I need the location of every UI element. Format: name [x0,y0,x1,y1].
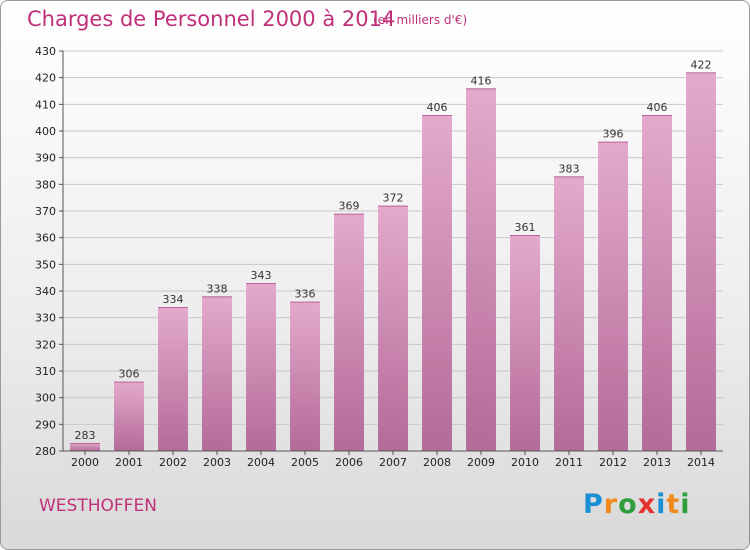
x-tick-label: 2010 [511,456,539,469]
y-tick-label: 370 [35,205,56,218]
y-tick-label: 350 [35,258,56,271]
data-label: 343 [251,269,272,282]
logo-letter: o [618,489,638,520]
bar [554,176,584,452]
y-tick-label: 380 [35,178,56,191]
y-tick-label: 290 [35,418,56,431]
y-tick-label: 420 [35,72,56,85]
data-label: 383 [559,162,580,175]
bar [642,115,672,451]
y-tick-label: 400 [35,125,56,138]
data-label: 361 [515,221,536,234]
data-label: 396 [603,128,624,141]
axes [59,50,723,455]
data-label: 406 [427,101,448,114]
bar [422,115,452,451]
logo-letter: i [656,489,667,520]
x-tick-label: 2008 [423,456,451,469]
y-tick-label: 430 [35,45,56,58]
data-label: 406 [647,101,668,114]
labels: 280 290 300 310 320 330 340 350 360 370 380 390 400 4… [35,45,715,469]
bar [378,205,408,451]
logo-letter: P [583,489,604,520]
data-label: 416 [471,74,492,87]
y-tick-label: 410 [35,98,56,111]
bars [70,72,716,452]
x-tick-label: 2009 [467,456,495,469]
bar [510,235,540,451]
logo-letter: x [637,489,657,520]
x-tick-label: 2001 [115,456,143,469]
x-tick-label: 2012 [599,456,627,469]
y-tick-label: 310 [35,365,56,378]
data-label: 422 [691,58,712,71]
x-tick-label: 2014 [687,456,715,469]
x-tick-label: 2003 [203,456,231,469]
y-tick-label: 390 [35,152,56,165]
proxiti-logo: Proxiti [583,489,691,520]
y-tick-label: 360 [35,232,56,245]
logo-letter: i [680,489,691,520]
x-tick-label: 2002 [159,456,187,469]
y-tick-label: 280 [35,445,56,458]
bar [70,443,100,451]
bar [290,301,320,451]
data-label: 336 [295,288,316,301]
data-label: 372 [383,192,404,205]
chart-title: Charges de Personnel 2000 à 2014 [27,7,396,31]
bar [158,307,188,451]
x-tick-label: 2005 [291,456,319,469]
chart-subtitle: (en milliers d'€) [373,13,468,27]
x-tick-label: 2006 [335,456,363,469]
x-tick-label: 2000 [71,456,99,469]
bar [246,283,276,451]
bar [466,88,496,451]
y-tick-label: 300 [35,392,56,405]
data-label: 334 [163,293,184,306]
bar [334,213,364,451]
y-tick-label: 320 [35,338,56,351]
y-tick-label: 340 [35,285,56,298]
commune-name: WESTHOFFEN [39,496,157,516]
x-tick-label: 2011 [555,456,583,469]
logo-letter: r [603,489,619,520]
data-label: 338 [207,282,228,295]
y-tick-label: 330 [35,312,56,325]
logo-letter: t [666,489,681,520]
data-label: 283 [75,429,96,442]
data-label: 369 [339,200,360,213]
bar [114,381,144,451]
bar [686,72,716,451]
bar [598,141,628,451]
x-tick-label: 2007 [379,456,407,469]
x-tick-label: 2013 [643,456,671,469]
data-label: 306 [119,368,140,381]
x-tick-label: 2004 [247,456,275,469]
bar [202,296,232,451]
